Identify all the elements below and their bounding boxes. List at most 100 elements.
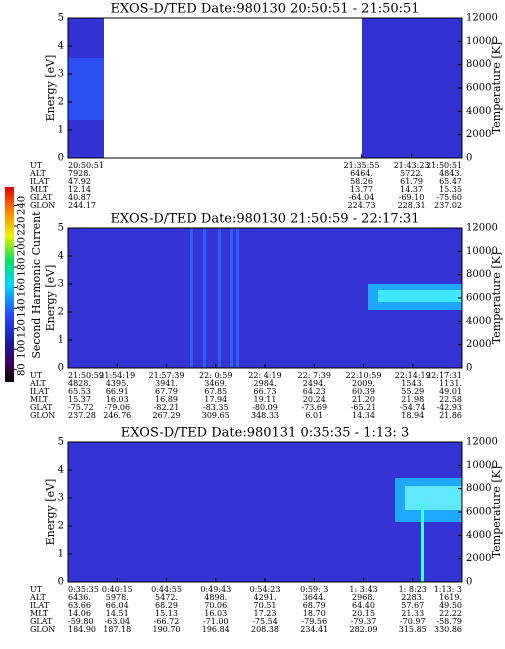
orbit-value: 21.86 (439, 411, 462, 420)
colorbar-tick-label: 200 (17, 237, 28, 256)
orbit-value: 4291. (254, 593, 277, 602)
orbit-value: 1: 3:43 (349, 585, 377, 594)
orbit-value: 14.37 (400, 185, 423, 194)
orbit-value: -79.06 (104, 403, 130, 412)
orbit-value: 66.04 (106, 601, 129, 610)
chart-title: EXOS-D/TED Date:980130 20:50:51 - 21:50:… (110, 2, 419, 17)
orbit-value: 22.22 (439, 609, 462, 618)
chart-title: EXOS-D/TED Date:980131 0:35:35 - 1:13: 3 (121, 426, 409, 441)
y-axis-label: Energy [eV] (44, 55, 57, 122)
orbit-value: 237.02 (434, 201, 462, 210)
orbit-row-label: ALT (29, 169, 46, 178)
y-axis-label: Energy [eV] (44, 265, 57, 332)
orbit-value: 49.50 (439, 601, 462, 610)
orbit-row-label: GLAT (30, 617, 53, 626)
orbit-value: 66.91 (106, 387, 129, 396)
orbit-value: 40.87 (68, 193, 91, 202)
orbit-value: 330.86 (434, 625, 462, 634)
y2-tick-label: 8000 (466, 483, 491, 494)
orbit-value: -71.00 (203, 617, 229, 626)
orbit-value: 5978. (106, 593, 129, 602)
y-tick-label: 0 (58, 153, 64, 164)
orbit-value: 246.76 (103, 411, 131, 420)
orbit-value: 70.06 (204, 601, 227, 610)
colorbar-tick-label: 100 (17, 340, 28, 359)
orbit-value: 16.89 (155, 395, 178, 404)
orbit-value: 4898. (204, 593, 227, 602)
y2-tick-label: 2000 (466, 339, 491, 350)
y2-tick-label: 6000 (466, 507, 491, 518)
orbit-value: -75.54 (252, 617, 278, 626)
orbit-value: 0:44:55 (151, 585, 182, 594)
orbit-row-label: GLON (30, 625, 55, 634)
orbit-value: 5722. (400, 169, 423, 178)
y2-axis-label: Temperature [K] (490, 466, 503, 558)
orbit-value: 2984. (254, 379, 277, 388)
orbit-row-label: GLON (30, 411, 55, 420)
orbit-value: 237.28 (68, 411, 96, 420)
orbit-value: 6464. (350, 169, 373, 178)
y-tick-label: 4 (58, 465, 64, 476)
orbit-value: 66.73 (254, 387, 277, 396)
orbit-value: 4843. (439, 169, 462, 178)
y2-tick-label: 8000 (466, 59, 491, 70)
spectrogram-streak (203, 228, 206, 368)
y2-tick-label: 10000 (466, 36, 498, 47)
orbit-value: 60.39 (352, 387, 375, 396)
y2-tick-label: 0 (466, 577, 472, 588)
y-tick-label: 4 (58, 251, 64, 262)
orbit-value: 21:50:59 (68, 371, 104, 380)
orbit-value: 21:57:39 (149, 371, 185, 380)
y-tick-label: 1 (58, 549, 64, 560)
y-tick-label: 2 (58, 97, 64, 108)
orbit-value: 61.79 (400, 177, 423, 186)
y2-tick-label: 0 (466, 153, 472, 164)
orbit-value: 68.29 (155, 601, 178, 610)
orbit-value: 282.09 (350, 625, 378, 634)
orbit-value: -73.69 (301, 403, 327, 412)
spectrogram-patch (405, 486, 462, 510)
spectrogram-streak (236, 228, 239, 368)
orbit-value: -66.72 (154, 617, 180, 626)
colorbar-tick-label: 220 (17, 216, 28, 235)
orbit-value: 22.58 (439, 395, 462, 404)
y2-tick-label: 4000 (466, 106, 491, 117)
chart-title: EXOS-D/TED Date:980130 21:50:59 - 22:17:… (110, 212, 419, 227)
orbit-value: 315.85 (399, 625, 427, 634)
y-tick-label: 5 (58, 223, 64, 234)
orbit-value: -82.21 (154, 403, 180, 412)
orbit-value: 19.11 (254, 395, 277, 404)
orbit-value: 15.35 (439, 185, 462, 194)
orbit-value: 16.03 (204, 609, 227, 618)
orbit-value: 22:14:19 (395, 371, 431, 380)
spectrogram-bg (362, 18, 462, 158)
orbit-value: 224.73 (348, 201, 376, 210)
colorbar-tick-label: 240 (17, 196, 28, 215)
orbit-value: 67.79 (155, 387, 178, 396)
orbit-value: 267.29 (153, 411, 181, 420)
orbit-value: 21.98 (401, 395, 424, 404)
orbit-row-label: ILAT (30, 177, 50, 186)
orbit-value: 13.77 (350, 185, 373, 194)
orbit-value: 4828. (68, 379, 91, 388)
orbit-value: 21.20 (352, 395, 375, 404)
orbit-value: 49.01 (439, 387, 462, 396)
y-tick-label: 0 (58, 577, 64, 588)
orbit-value: -79.37 (351, 617, 377, 626)
orbit-row-label: UT (30, 161, 43, 170)
y2-tick-label: 0 (466, 363, 472, 374)
orbit-value: 208.38 (251, 625, 279, 634)
orbit-value: 47.92 (68, 177, 91, 186)
orbit-value: 21:43:23 (394, 161, 430, 170)
orbit-value: 234.41 (300, 625, 328, 634)
orbit-value: 21:35:55 (344, 161, 380, 170)
orbit-value: -70.97 (400, 617, 426, 626)
orbit-value: 309.65 (202, 411, 230, 420)
orbit-value: 22:10:59 (346, 371, 382, 380)
orbit-value: 12.14 (68, 185, 91, 194)
orbit-value: 20.15 (352, 609, 375, 618)
orbit-value: -75.60 (436, 193, 462, 202)
orbit-value: 68.79 (303, 601, 326, 610)
orbit-row-label: ALT (29, 593, 46, 602)
colorbar-label: Second Harmonic Current (30, 211, 43, 359)
